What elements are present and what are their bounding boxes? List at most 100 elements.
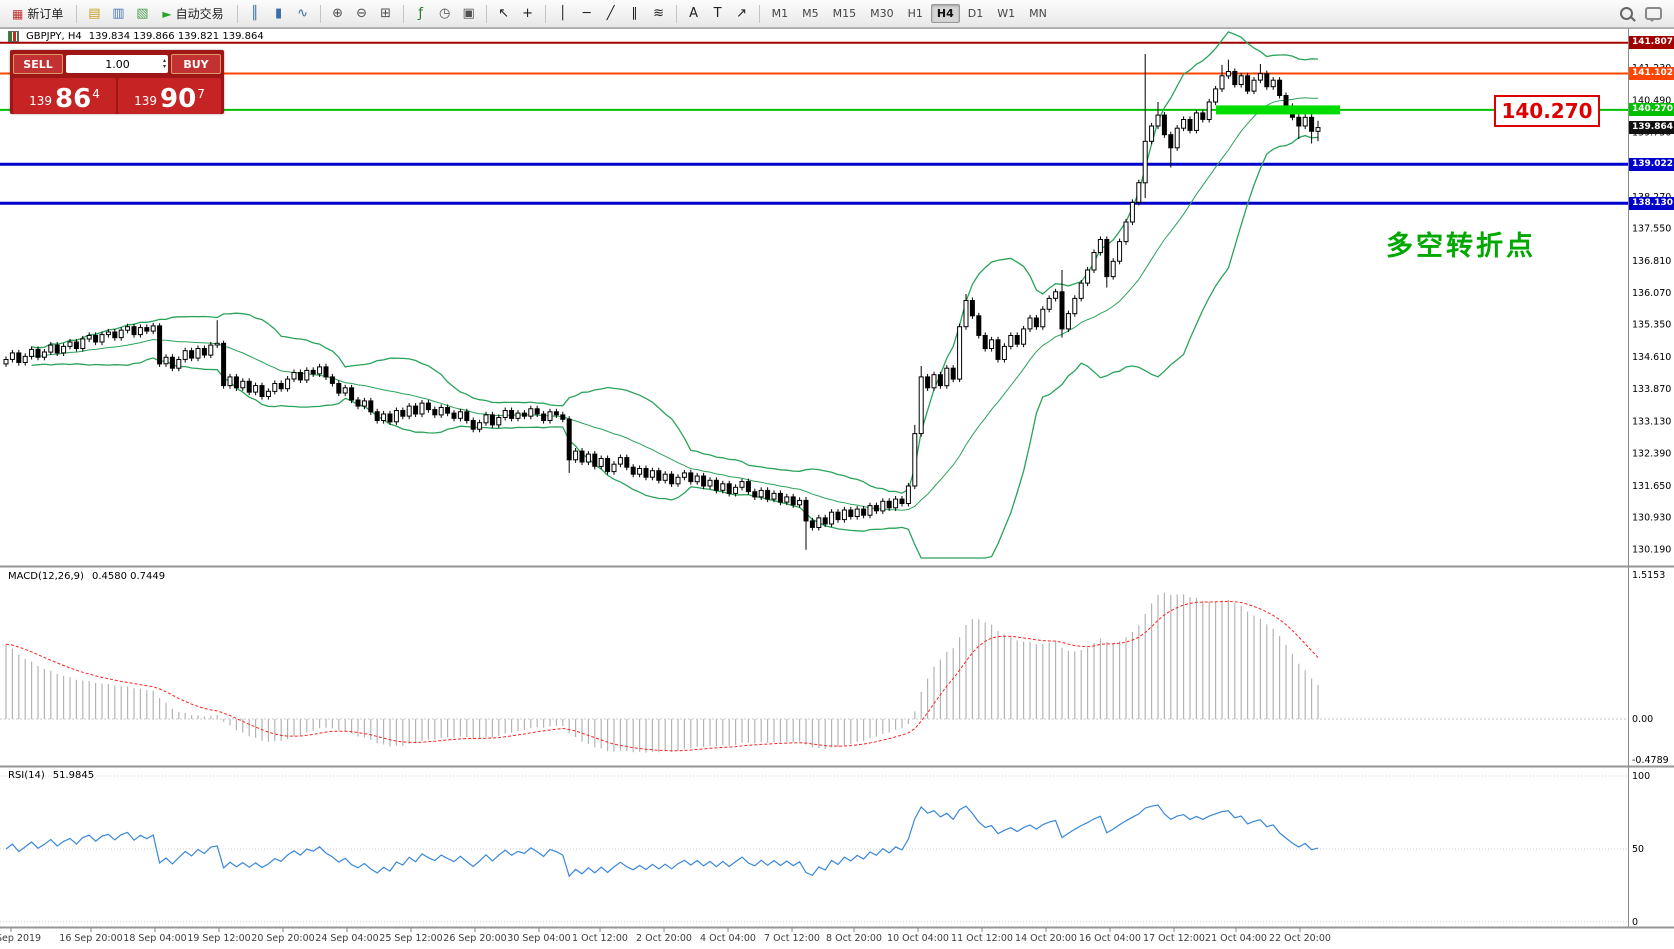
tile-windows-icon[interactable]: ⊞ — [380, 5, 392, 21]
indicators-icon[interactable]: ƒ — [418, 5, 423, 21]
toolbar-separator — [319, 4, 321, 23]
sell-button[interactable]: SELL — [13, 54, 63, 74]
bollinger-bands — [31, 31, 1319, 559]
navigator-icon[interactable]: ▧ — [136, 5, 149, 21]
price-callout-box[interactable]: 140.270 — [1494, 95, 1600, 127]
svg-text:0: 0 — [1632, 917, 1638, 928]
arrows-icon[interactable]: ↗ — [736, 5, 748, 21]
data-window-icon[interactable]: ▥ — [112, 5, 125, 21]
svg-text:4 Oct 04:00: 4 Oct 04:00 — [700, 933, 756, 944]
timeframe-d1-button[interactable]: D1 — [967, 7, 984, 20]
timeframe-m30-button[interactable]: M30 — [870, 7, 894, 20]
svg-text:130.930: 130.930 — [1632, 512, 1671, 523]
sell-price[interactable]: 139 86 4 — [13, 78, 116, 114]
svg-text:24 Sep 04:00: 24 Sep 04:00 — [315, 933, 378, 944]
price-label-140.270: 140.270 — [1629, 103, 1674, 117]
svg-text:17 Oct 12:00: 17 Oct 12:00 — [1143, 933, 1205, 944]
volume-input[interactable]: 1.00 ▴ ▾ — [66, 55, 168, 73]
line-chart-icon[interactable]: ∿ — [297, 5, 309, 21]
svg-text:130.190: 130.190 — [1632, 545, 1671, 556]
svg-text:140.490: 140.490 — [1632, 95, 1671, 106]
vertical-line-icon[interactable]: │ — [558, 5, 567, 21]
crosshair-icon[interactable]: + — [522, 5, 534, 21]
toolbar: ▦ 新订单 ▤ ▥ ▧ ► 自动交易 ║ ▮ ∿ ⊕ ⊖ ⊞ ƒ ◷ ▣ ↖ + │ ─ ╱ ∥ ≋ A T ↗ M1 M5 M15 M3… — [0, 0, 1674, 28]
text-label-icon[interactable]: T — [713, 5, 722, 21]
macd-header: MACD(12,26,9) 0.4580 0.7449 — [8, 571, 165, 582]
volume-decrease-button[interactable]: ▾ — [162, 63, 166, 70]
svg-text:30 Sep 04:00: 30 Sep 04:00 — [507, 933, 570, 944]
periods-icon[interactable]: ◷ — [438, 5, 451, 21]
horizontal-line-icon[interactable]: ─ — [582, 5, 591, 21]
svg-text:134.610: 134.610 — [1632, 352, 1671, 363]
templates-icon[interactable]: ▣ — [462, 5, 475, 21]
svg-text:11 Oct 12:00: 11 Oct 12:00 — [951, 933, 1013, 944]
svg-text:135.350: 135.350 — [1632, 320, 1671, 331]
price-level-lines[interactable] — [0, 41, 1628, 205]
text-icon[interactable]: A — [689, 5, 699, 21]
toolbar-separator — [76, 4, 78, 23]
svg-text:100: 100 — [1632, 771, 1650, 782]
toolbar-separator — [758, 4, 760, 23]
svg-text:-0.4789: -0.4789 — [1632, 755, 1669, 766]
macd-title: MACD(12,26,9) — [8, 571, 84, 582]
community-icon[interactable] — [1645, 7, 1662, 22]
current-price-label: 139.864 — [1629, 121, 1674, 135]
candlestick-chart-icon[interactable]: ▮ — [275, 5, 283, 21]
autotrading-button[interactable]: ► 自动交易 — [162, 6, 224, 22]
bollinger-middle-line — [31, 97, 1319, 511]
macd-values: 0.4580 0.7449 — [91, 571, 166, 582]
toolbar-right-group — [1620, 7, 1670, 22]
chart-caption: GBPJPY, H4 139.834 139.866 139.821 139.8… — [8, 31, 264, 42]
timeframe-m15-button[interactable]: M15 — [832, 7, 857, 20]
ohlc-values-label: 139.834 139.866 139.821 139.864 — [88, 31, 264, 42]
timeframe-w1-button[interactable]: W1 — [997, 7, 1016, 20]
symbol-timeframe-label: GBPJPY, H4 — [26, 31, 82, 42]
fibonacci-icon[interactable]: ≋ — [653, 5, 665, 21]
toolbar-separator — [236, 4, 238, 23]
bar-chart-icon[interactable]: ║ — [250, 5, 259, 21]
svg-text:13 Sep 2019: 13 Sep 2019 — [0, 933, 41, 944]
rsi-line — [5, 804, 1319, 878]
buy-price[interactable]: 139 90 7 — [118, 78, 221, 114]
timeframe-mn-button[interactable]: MN — [1029, 7, 1047, 20]
equidistant-channel-icon[interactable]: ∥ — [631, 5, 638, 21]
timeframe-m1-button[interactable]: M1 — [771, 7, 789, 20]
price-scale[interactable]: 141.230140.490139.750139.010138.270137.5… — [1632, 63, 1671, 556]
toolbar-separator — [675, 4, 677, 23]
new-order-button[interactable]: ▦ 新订单 — [12, 6, 64, 22]
svg-text:131.650: 131.650 — [1632, 481, 1671, 492]
svg-text:8 Oct 20:00: 8 Oct 20:00 — [826, 933, 882, 944]
search-icon[interactable] — [1620, 7, 1633, 20]
market-watch-icon[interactable]: ▤ — [88, 5, 101, 21]
rsi-value: 51.9845 — [52, 770, 95, 781]
bollinger-upper-line — [31, 31, 1319, 494]
volume-increase-button[interactable]: ▴ — [162, 57, 166, 64]
svg-text:133.870: 133.870 — [1632, 384, 1671, 395]
svg-text:136.810: 136.810 — [1632, 256, 1671, 267]
price-label-138.130: 138.130 — [1629, 196, 1674, 210]
timeframe-h4-button[interactable]: H4 — [930, 4, 960, 23]
zoom-in-icon[interactable]: ⊕ — [332, 5, 344, 21]
macd-histogram — [5, 592, 1319, 753]
buy-button[interactable]: BUY — [171, 54, 221, 74]
volume-value: 1.00 — [105, 57, 130, 71]
timeframe-h1-button[interactable]: H1 — [907, 7, 923, 20]
macd-scale: 1.5153 0.00 -0.4789 — [1632, 570, 1669, 766]
trendline-icon[interactable]: ╱ — [606, 5, 615, 21]
autotrading-icon: ► — [162, 6, 172, 21]
svg-text:19 Sep 12:00: 19 Sep 12:00 — [187, 933, 250, 944]
svg-text:7 Oct 12:00: 7 Oct 12:00 — [764, 933, 820, 944]
chart-annotation[interactable]: 多空转折点 — [1386, 231, 1536, 262]
svg-text:0.00: 0.00 — [1632, 714, 1653, 725]
rsi-header: RSI(14) 51.9845 — [8, 770, 94, 781]
zoom-out-icon[interactable]: ⊖ — [356, 5, 368, 21]
chart-window-icon — [8, 31, 19, 42]
highlight-bar[interactable] — [1216, 105, 1340, 115]
svg-text:50: 50 — [1632, 844, 1644, 855]
svg-text:133.130: 133.130 — [1632, 416, 1671, 427]
cursor-icon[interactable]: ↖ — [498, 5, 510, 21]
timeframe-m5-button[interactable]: M5 — [802, 7, 819, 20]
